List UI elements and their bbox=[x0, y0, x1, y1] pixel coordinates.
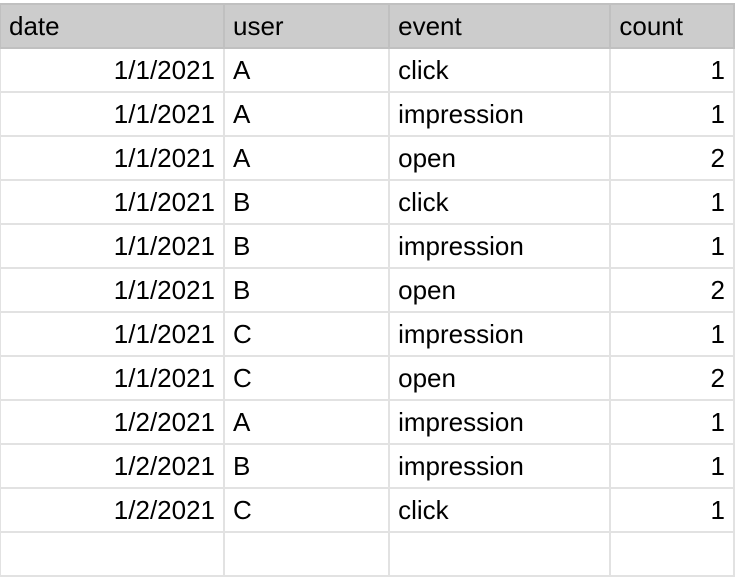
cell-event[interactable]: open bbox=[388, 267, 612, 313]
cell-event[interactable]: click bbox=[388, 487, 612, 533]
header-cell-event[interactable]: event bbox=[388, 3, 612, 49]
cell-date[interactable]: 1/1/2021 bbox=[0, 135, 226, 181]
cell-user[interactable]: A bbox=[223, 91, 391, 137]
cell-count[interactable]: 2 bbox=[609, 355, 735, 401]
cell-date[interactable]: 1/1/2021 bbox=[0, 223, 226, 269]
cell-user[interactable]: B bbox=[223, 179, 391, 225]
cell-date[interactable]: 1/1/2021 bbox=[0, 311, 226, 357]
cell-user[interactable]: B bbox=[223, 223, 391, 269]
cell-user[interactable]: B bbox=[223, 267, 391, 313]
cell-count[interactable]: 2 bbox=[609, 267, 735, 313]
cell-count[interactable]: 1 bbox=[609, 443, 735, 489]
cell-event[interactable]: impression bbox=[388, 91, 612, 137]
cell-date[interactable]: 1/2/2021 bbox=[0, 443, 226, 489]
header-row: date user event count bbox=[0, 3, 735, 49]
header-cell-user[interactable]: user bbox=[223, 3, 391, 49]
cell-user[interactable]: A bbox=[223, 47, 391, 93]
cell-empty[interactable] bbox=[0, 531, 226, 577]
cell-count[interactable]: 1 bbox=[609, 47, 735, 93]
cell-user[interactable]: A bbox=[223, 399, 391, 445]
cell-count[interactable]: 1 bbox=[609, 223, 735, 269]
cell-date[interactable]: 1/1/2021 bbox=[0, 47, 226, 93]
cell-event[interactable]: impression bbox=[388, 311, 612, 357]
cell-date[interactable]: 1/1/2021 bbox=[0, 355, 226, 401]
cell-empty[interactable] bbox=[609, 531, 735, 577]
cell-user[interactable]: C bbox=[223, 311, 391, 357]
header-cell-date[interactable]: date bbox=[0, 3, 226, 49]
cell-event[interactable]: open bbox=[388, 355, 612, 401]
cell-date[interactable]: 1/1/2021 bbox=[0, 91, 226, 137]
cell-count[interactable]: 2 bbox=[609, 135, 735, 181]
cell-event[interactable]: impression bbox=[388, 443, 612, 489]
cell-event[interactable]: click bbox=[388, 179, 612, 225]
cell-date[interactable]: 1/2/2021 bbox=[0, 399, 226, 445]
cell-event[interactable]: click bbox=[388, 47, 612, 93]
cell-date[interactable]: 1/1/2021 bbox=[0, 179, 226, 225]
cell-empty[interactable] bbox=[388, 531, 612, 577]
cell-user[interactable]: C bbox=[223, 355, 391, 401]
cell-date[interactable]: 1/2/2021 bbox=[0, 487, 226, 533]
header-cell-count[interactable]: count bbox=[609, 3, 735, 49]
cell-user[interactable]: A bbox=[223, 135, 391, 181]
cell-count[interactable]: 1 bbox=[609, 487, 735, 533]
cell-count[interactable]: 1 bbox=[609, 179, 735, 225]
cell-count[interactable]: 1 bbox=[609, 91, 735, 137]
cell-empty[interactable] bbox=[223, 531, 391, 577]
cell-count[interactable]: 1 bbox=[609, 399, 735, 445]
cell-date[interactable]: 1/1/2021 bbox=[0, 267, 226, 313]
cell-user[interactable]: B bbox=[223, 443, 391, 489]
table-row-empty bbox=[0, 531, 735, 577]
cell-event[interactable]: impression bbox=[388, 223, 612, 269]
cell-count[interactable]: 1 bbox=[609, 311, 735, 357]
cell-user[interactable]: C bbox=[223, 487, 391, 533]
cell-event[interactable]: impression bbox=[388, 399, 612, 445]
cell-event[interactable]: open bbox=[388, 135, 612, 181]
